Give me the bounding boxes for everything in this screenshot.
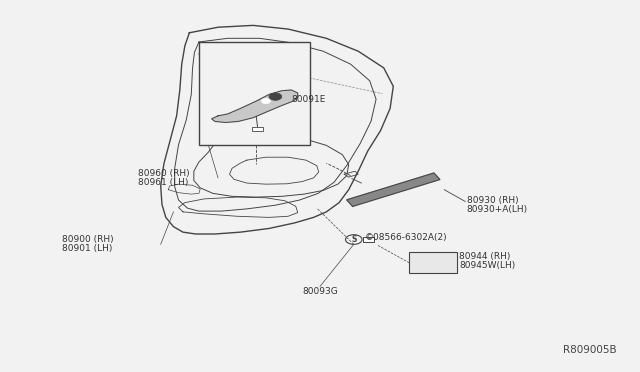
Text: 80945W(LH): 80945W(LH) [459,261,515,270]
Polygon shape [347,173,440,206]
Text: 80900 (RH): 80900 (RH) [62,235,113,244]
Circle shape [261,99,270,104]
Circle shape [269,93,282,100]
Text: 80901 (LH): 80901 (LH) [62,244,112,253]
Text: 80944 (RH): 80944 (RH) [459,251,510,261]
FancyBboxPatch shape [409,253,457,273]
Text: 80930 (RH): 80930 (RH) [467,196,518,205]
FancyBboxPatch shape [364,237,374,242]
FancyBboxPatch shape [252,127,263,131]
Text: 80091E: 80091E [291,95,326,104]
Text: ©08566-6302A(2): ©08566-6302A(2) [365,233,447,242]
Text: 80960 (RH): 80960 (RH) [138,169,190,177]
Polygon shape [212,90,298,122]
Text: S: S [351,235,356,244]
Text: 80961 (LH): 80961 (LH) [138,178,189,187]
Text: 80093G: 80093G [302,287,338,296]
Text: 80930+A(LH): 80930+A(LH) [467,205,528,215]
FancyBboxPatch shape [199,42,310,145]
Text: R809005B: R809005B [563,345,616,355]
